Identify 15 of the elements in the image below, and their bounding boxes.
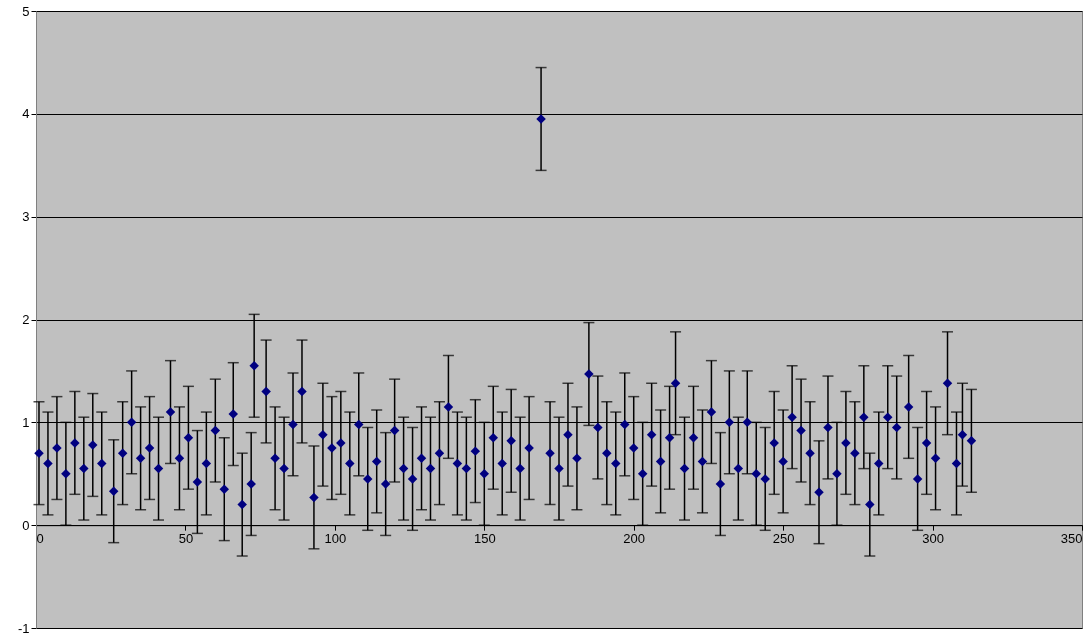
- y-tick-label: 3: [22, 209, 30, 225]
- y-tick-label: 2: [22, 312, 30, 327]
- y-tick-label: 0: [22, 517, 30, 533]
- y-tick-label: 1: [22, 414, 30, 430]
- x-tick-label: 100: [324, 530, 347, 546]
- x-tick-label: 200: [623, 530, 646, 546]
- x-tick-label: 300: [922, 530, 944, 546]
- x-tick-label: 50: [178, 530, 194, 546]
- y-tick-label: -1: [17, 620, 30, 636]
- x-tick-label: 0: [36, 530, 44, 546]
- x-tick-label: 250: [772, 530, 795, 546]
- x-tick-label: 150: [473, 530, 496, 546]
- y-tick-label: 5: [22, 3, 30, 19]
- y-tick-label: 4: [22, 106, 30, 122]
- x-tick-label: 350: [1060, 530, 1083, 546]
